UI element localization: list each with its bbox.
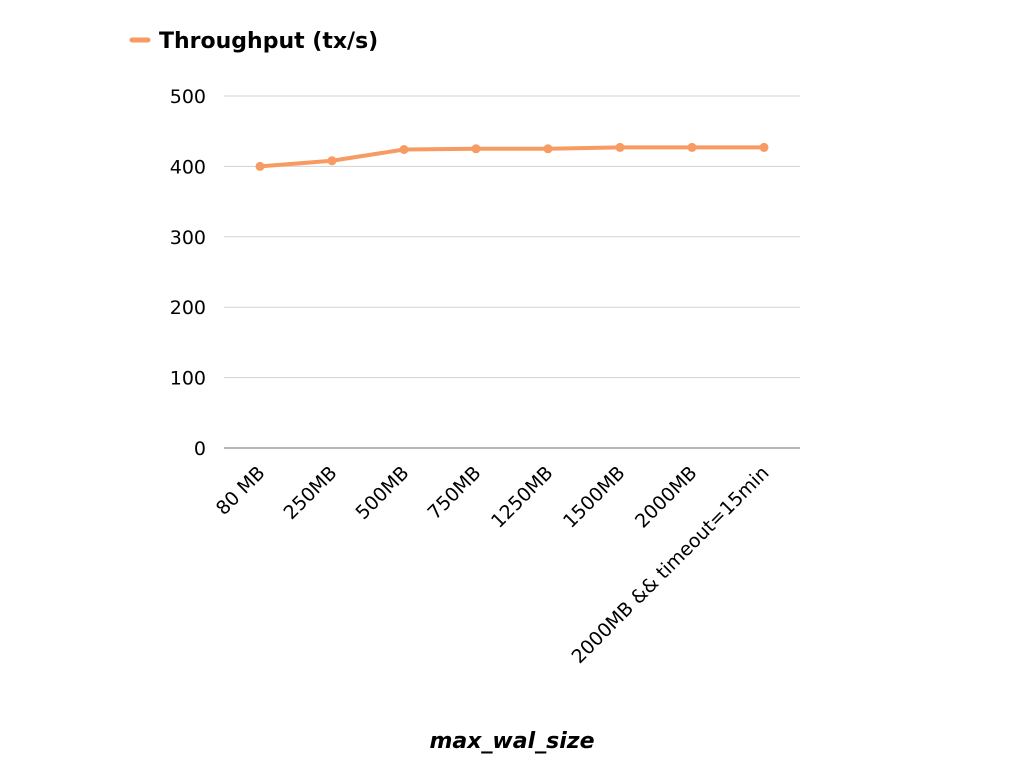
x-tick-label-6: 2000MB [631, 462, 702, 533]
x-tick-label-4: 1250MB [487, 462, 558, 533]
legend: Throughput (tx/s) [129, 29, 378, 54]
x-tick-label-1: 250MB [280, 462, 342, 524]
y-tick-label-300: 300 [170, 227, 206, 249]
gridlines [224, 95, 800, 449]
data-point-7 [759, 142, 769, 152]
legend-label-throughput: Throughput (tx/s) [159, 29, 378, 54]
y-tick-label-200: 200 [170, 297, 206, 319]
data-point-3 [471, 144, 481, 154]
x-tick-label-3: 750MB [424, 462, 486, 524]
series-throughput [255, 142, 769, 171]
data-point-0 [255, 161, 265, 171]
y-axis-ticks: 0 100 200 300 400 500 [170, 86, 206, 460]
data-point-2 [399, 145, 409, 155]
x-tick-label-5: 1500MB [559, 462, 630, 533]
data-point-6 [687, 142, 697, 152]
x-axis-label: max_wal_size [429, 729, 594, 754]
data-point-4 [543, 144, 553, 154]
data-point-1 [327, 156, 337, 166]
x-axis-ticks: 80 MB 250MB 500MB 750MB 1250MB 1500MB 2000MB20… [212, 462, 774, 668]
y-tick-label-100: 100 [170, 368, 206, 390]
y-tick-label-500: 500 [170, 86, 206, 108]
data-point-5 [615, 142, 625, 152]
y-tick-label-0: 0 [194, 438, 206, 460]
y-tick-label-400: 400 [170, 156, 206, 178]
series-line-throughput [258, 145, 766, 169]
x-tick-label-2: 500MB [352, 462, 414, 524]
x-tick-label-0: 80 MB [212, 462, 270, 520]
